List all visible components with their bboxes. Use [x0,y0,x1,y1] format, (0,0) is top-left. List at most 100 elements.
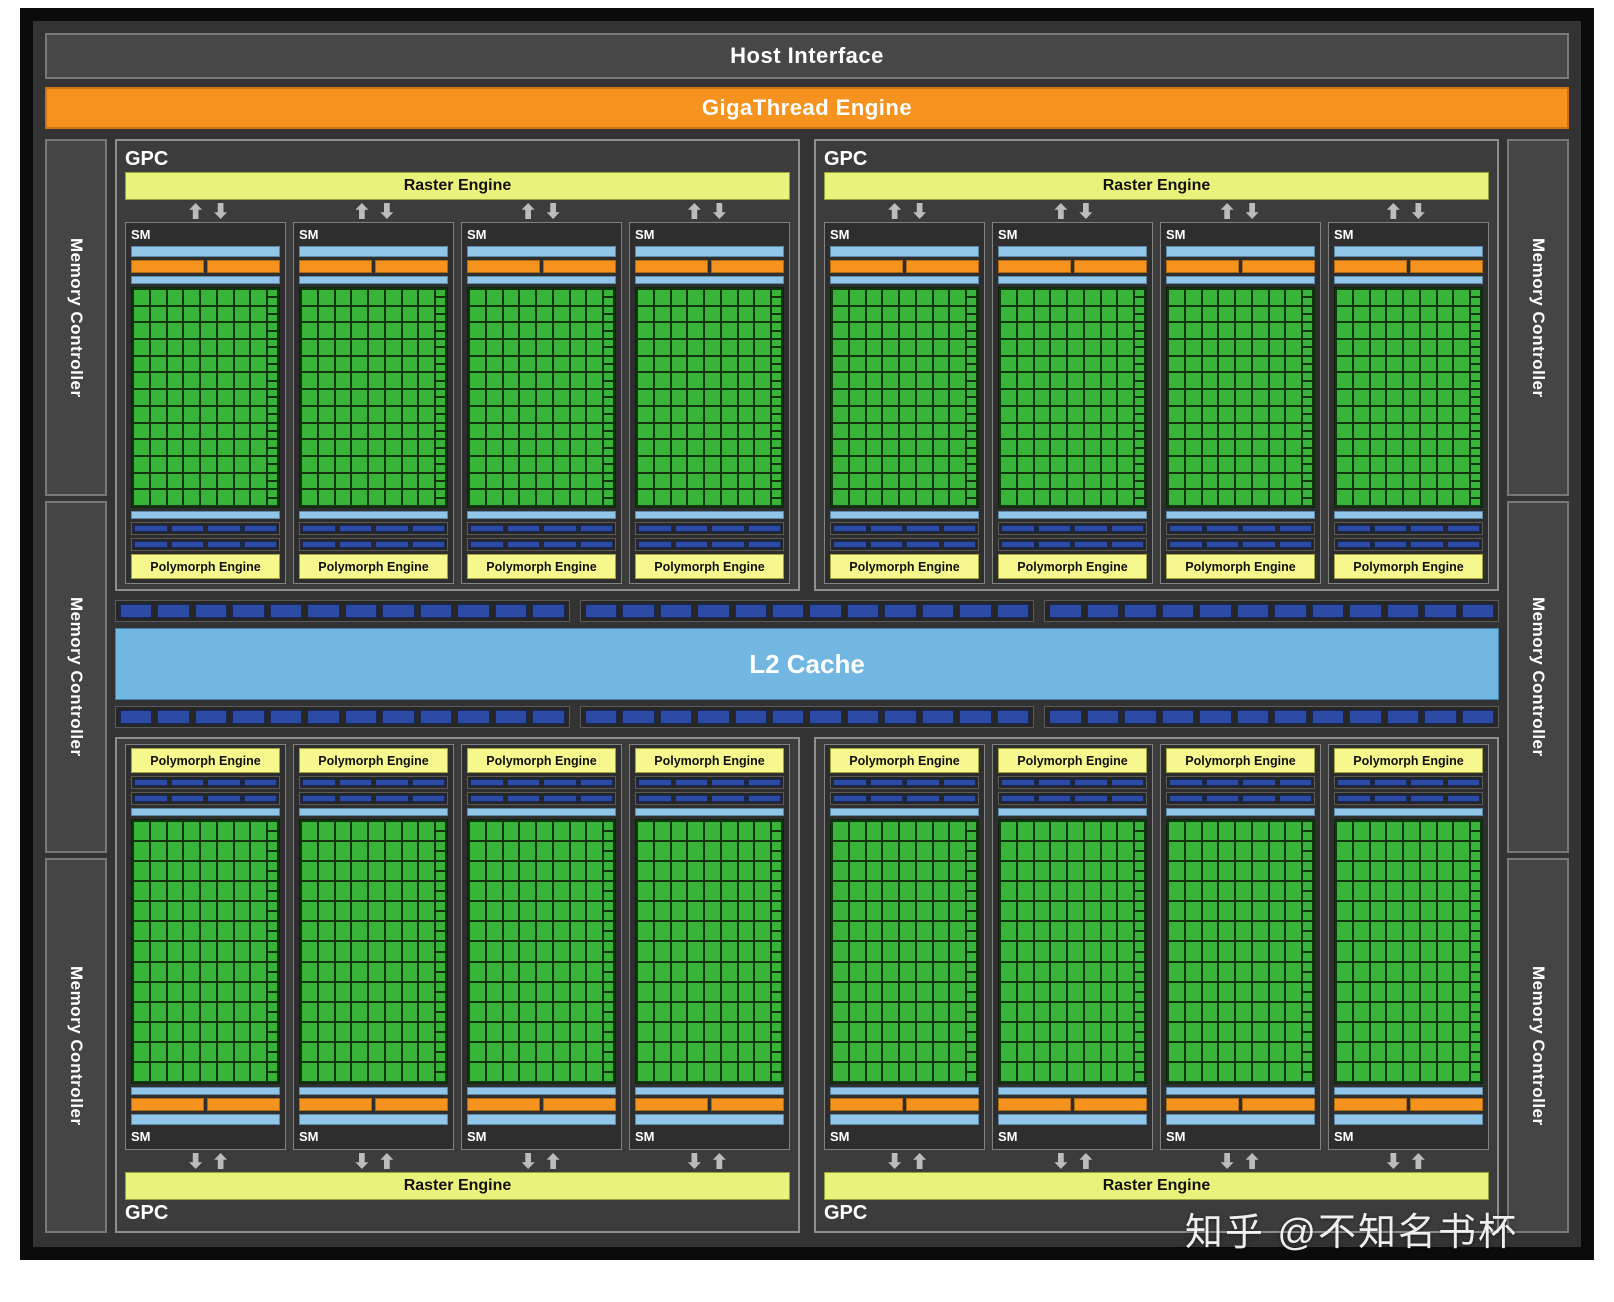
scheduler-bar-segment [1334,260,1407,273]
core-cell [167,1002,183,1021]
core-cell [570,982,586,1001]
core-cell [1185,473,1201,489]
core-cell [1017,882,1033,901]
core-cell [1370,423,1386,439]
core-cell [755,390,770,405]
core-narrow-cell [967,473,976,489]
core-subcell [436,1022,445,1031]
core-cell [486,942,502,961]
core-cell [1118,323,1133,339]
core-subcell [1471,852,1480,861]
core-cell [217,922,233,941]
core-cell [738,1002,754,1021]
core-cell [570,340,586,355]
core-subcell [1471,406,1480,414]
core-subcell [1471,822,1480,831]
sm-segment-row [1334,522,1483,535]
sm-segment-row [998,522,1147,535]
core-narrow-cell [967,456,976,472]
sm-segment [1446,525,1480,532]
core-subcell [1303,892,1312,901]
core-cell [1051,962,1066,981]
scheduler-bar-segment [131,260,204,273]
core-narrow-cell [967,290,976,305]
core-subcell [1471,942,1480,951]
core-cell [419,473,434,489]
core-cell [1387,390,1402,405]
core-subcell [1303,942,1312,951]
core-cell [1118,902,1133,921]
core-cell [1269,942,1285,961]
core-subcell [268,340,277,347]
core-subcell [772,982,781,991]
core-cell [1001,473,1016,489]
core-cell [570,862,586,881]
core-cell [688,1042,703,1061]
core-subcell [436,340,445,347]
core-cell [755,306,770,322]
core-cell [150,982,166,1001]
sm-segment [711,541,745,548]
core-subcell [268,306,277,314]
core-subcell [268,852,277,861]
core-cell [1219,842,1234,861]
core-cell [916,842,932,861]
core-cell [318,390,334,405]
sm-label: SM [635,227,655,242]
core-subcell [604,298,613,305]
core-cell [1001,290,1016,305]
core-cell [1202,473,1218,489]
core-cell [1084,822,1100,841]
core-cell [1437,473,1453,489]
core-cell [1017,473,1033,489]
crossbar-segment [659,710,693,724]
core-cell [1185,390,1201,405]
memory-controller-block: Memory Controller [45,858,107,1233]
core-cell [883,440,898,455]
core-cell [385,290,401,305]
core-cell [755,822,770,841]
core-cell [950,882,965,901]
core-narrow-cell [1471,942,1480,961]
core-subcell [268,415,277,422]
core-narrow-cell [967,440,976,455]
core-narrow-cell [604,822,613,841]
polymorph-engine: Polymorph Engine [467,554,616,579]
core-subcell [436,290,445,297]
core-cell [302,1022,317,1041]
core-cell [883,323,898,339]
core-cell [318,456,334,472]
memory-controller-label: Memory Controller [1529,965,1548,1126]
core-subcell [604,365,613,372]
core-cell [738,962,754,981]
cache-bar [1166,808,1315,816]
core-subcell [1471,306,1480,314]
core-cell [184,340,199,355]
core-subcell [1135,992,1144,1001]
core-cell [587,962,602,981]
core-cell [385,982,401,1001]
core-cell [1051,882,1066,901]
core-grid [830,819,979,1084]
core-cell [369,456,384,472]
core-cell [587,882,602,901]
core-cell [1370,982,1386,1001]
core-cell [352,323,367,339]
core-narrow-cell [1471,473,1480,489]
core-cell [570,1062,586,1081]
core-cell [570,356,586,372]
core-cell [1017,1042,1033,1061]
sm-segment [1037,779,1071,786]
core-cell [849,1002,865,1021]
arrow-up-icon [913,1153,927,1169]
core-subcell [436,972,445,981]
sm-segment [1242,525,1276,532]
crossbar-segment [419,710,453,724]
arrow-pair [1157,200,1323,222]
core-cell [1387,1062,1402,1081]
core-subcell [772,852,781,861]
core-narrow-cell [1135,373,1144,389]
core-narrow-cell [967,340,976,355]
core-cell [1118,290,1133,305]
core-cell [1269,1022,1285,1041]
